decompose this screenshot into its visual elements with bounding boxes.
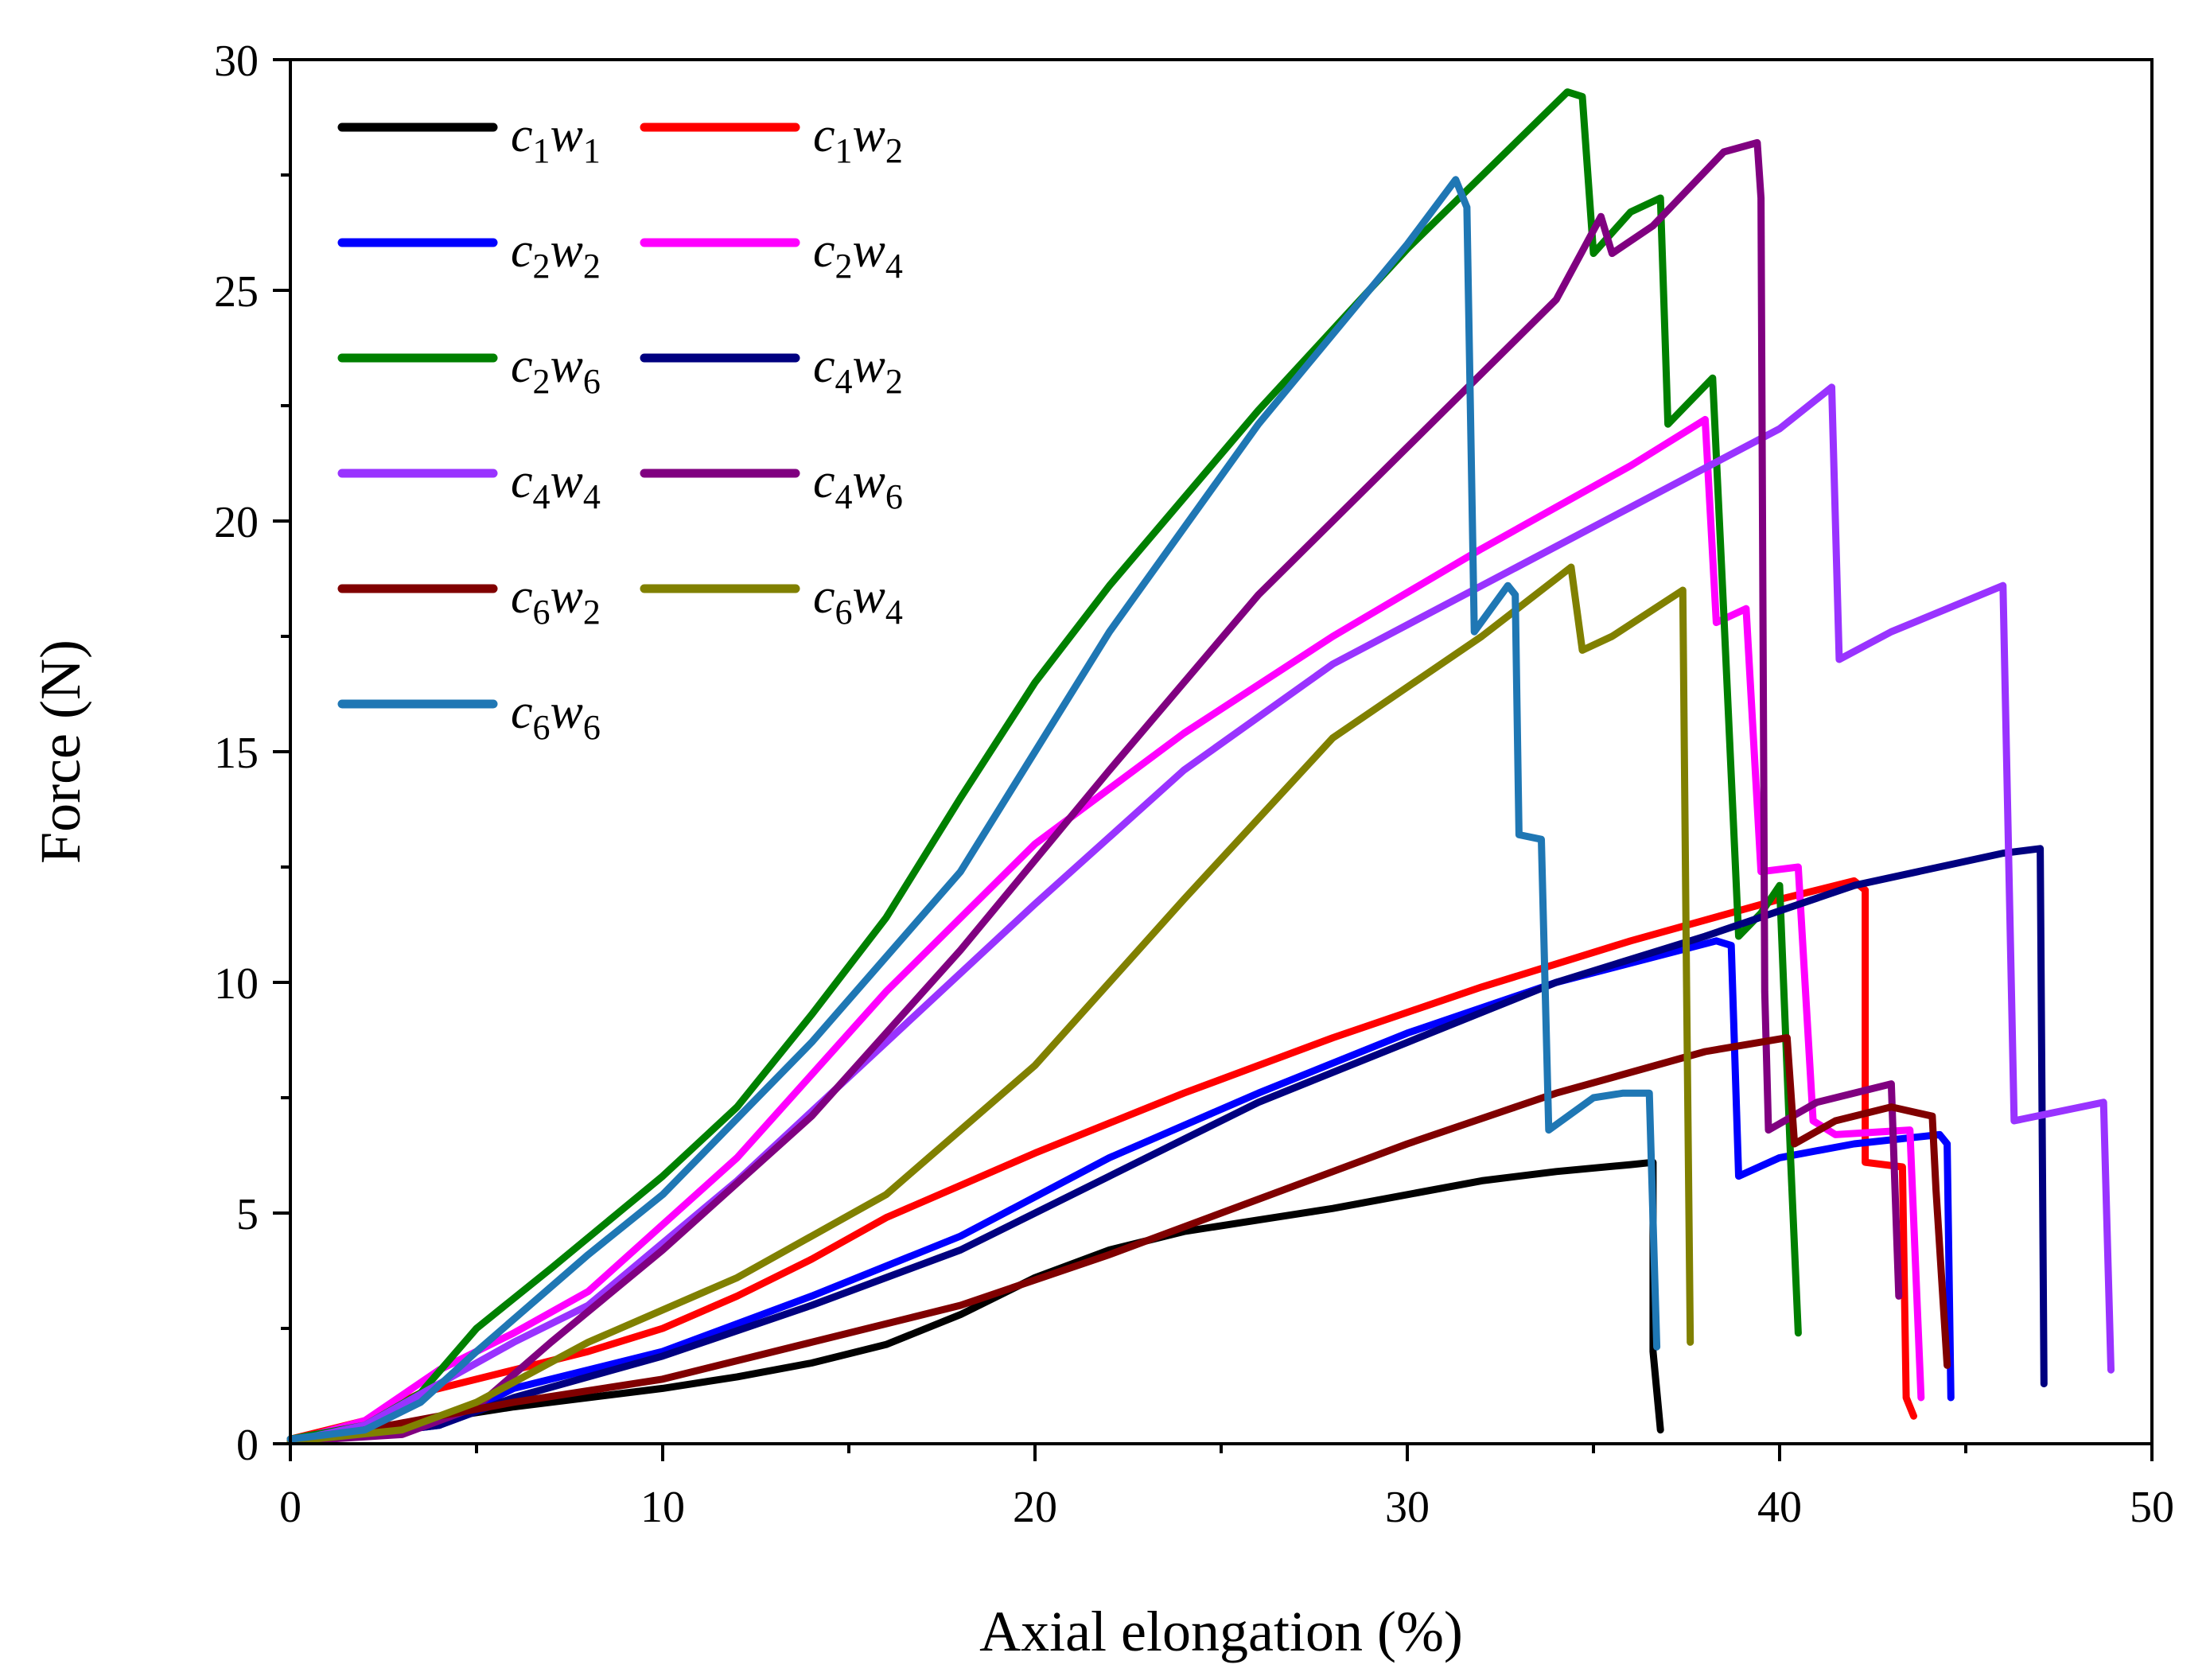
- legend-label-c2w4: c2w4: [813, 224, 903, 286]
- y-tick-label: 30: [214, 37, 259, 86]
- curve-c4w6: [286, 138, 1903, 1445]
- legend-label-c6w2: c6w2: [511, 570, 601, 632]
- legend-label-c6w6: c6w6: [511, 685, 601, 747]
- curve-c2w2: [286, 937, 1955, 1445]
- legend-label-c1w2: c1w2: [813, 108, 903, 170]
- y-tick-label: 20: [214, 498, 259, 547]
- curve-c6w4: [286, 563, 1694, 1445]
- x-tick-label: 0: [279, 1483, 302, 1532]
- x-axis-title: Axial elongation (%): [979, 1600, 1463, 1663]
- legend-label-c2w6: c2w6: [511, 339, 601, 401]
- curves-layer: [286, 88, 2115, 1445]
- legend-label-c2w2: c2w2: [511, 224, 601, 286]
- y-tick-label: 15: [214, 729, 259, 778]
- curve-c4w4: [286, 383, 2115, 1445]
- curve-c6w6: [286, 176, 1661, 1443]
- legend-label-c6w4: c6w4: [813, 570, 903, 632]
- curve-c6w2: [286, 1034, 1951, 1445]
- x-tick-label: 20: [1013, 1483, 1057, 1532]
- x-tick-label: 50: [2130, 1483, 2174, 1532]
- tick-labels-layer: 0 10 20 30 40 50 0 5 10 15 20 25 30: [214, 37, 2174, 1532]
- y-tick-label: 25: [214, 267, 259, 317]
- y-tick-label: 5: [236, 1190, 259, 1239]
- curve-c2w6: [286, 88, 1802, 1443]
- curve-c2w4: [286, 415, 1925, 1445]
- legend-label-c4w6: c4w6: [813, 454, 903, 516]
- y-tick-label: 10: [214, 959, 259, 1009]
- x-tick-label: 30: [1385, 1483, 1430, 1532]
- legend-label-c4w2: c4w2: [813, 339, 903, 401]
- y-axis-title: Force (N): [29, 640, 92, 864]
- x-tick-label: 10: [640, 1483, 685, 1532]
- legend-label-c1w1: c1w1: [511, 108, 601, 170]
- x-tick-label: 40: [1757, 1483, 1802, 1532]
- ticks-layer: [273, 58, 2154, 1461]
- legend: c1w1 c1w2 c2w2 c2w4 c2w6 c4w2 c4w4 c4w6 c6w2 c6w4…: [337, 108, 903, 747]
- legend-label-c4w4: c4w4: [511, 454, 601, 516]
- y-tick-label: 0: [236, 1421, 259, 1470]
